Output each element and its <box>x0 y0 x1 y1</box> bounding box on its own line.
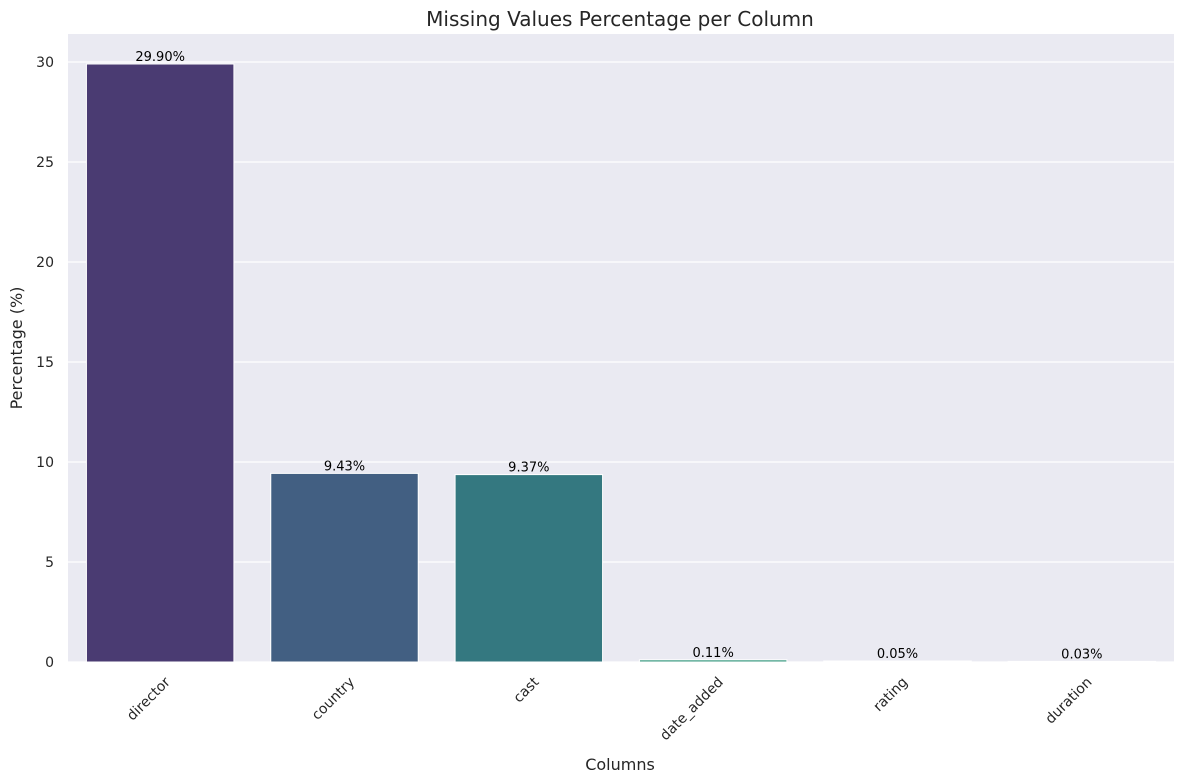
x-tick-label: director <box>124 674 174 724</box>
x-axis-ticks: director country cast date_added rating durat… <box>124 674 1095 744</box>
y-tick-label: 25 <box>36 155 54 171</box>
gridlines <box>68 61 1174 663</box>
x-tick-label: date_added <box>657 674 727 744</box>
y-axis-label: Percentage (%) <box>7 287 26 410</box>
y-tick-label: 10 <box>36 455 54 471</box>
bar-country <box>270 472 419 663</box>
data-label-country: 9.43% <box>324 459 365 474</box>
data-label-duration: 0.03% <box>1061 647 1102 662</box>
data-label-cast: 9.37% <box>508 461 549 476</box>
y-tick-label: 30 <box>36 55 54 71</box>
y-tick-label: 0 <box>45 655 54 671</box>
data-label-director: 29.90% <box>135 50 185 65</box>
bar-duration <box>1007 660 1157 663</box>
x-axis-label: Columns <box>585 755 655 774</box>
y-axis-ticks: 0 5 10 15 20 25 30 <box>36 55 54 671</box>
plot-area <box>68 34 1174 662</box>
x-tick-label: duration <box>1042 674 1095 727</box>
bar-date_added <box>638 659 788 663</box>
data-label-date_added: 0.11% <box>693 646 734 661</box>
x-tick-label: cast <box>511 674 543 706</box>
data-label-rating: 0.05% <box>877 647 918 662</box>
y-tick-label: 20 <box>36 255 54 271</box>
bars <box>85 63 1157 663</box>
x-tick-label: rating <box>870 674 911 715</box>
data-labels: 29.90% 9.43% 9.37% 0.11% 0.05% 0.03% <box>135 50 1102 662</box>
bar-cast <box>454 474 604 663</box>
y-tick-label: 5 <box>45 555 54 571</box>
bar-director <box>85 63 235 663</box>
y-tick-label: 15 <box>36 355 54 371</box>
x-tick-label: country <box>309 674 358 723</box>
bar-rating <box>823 660 972 663</box>
chart-title: Missing Values Percentage per Column <box>426 7 814 31</box>
